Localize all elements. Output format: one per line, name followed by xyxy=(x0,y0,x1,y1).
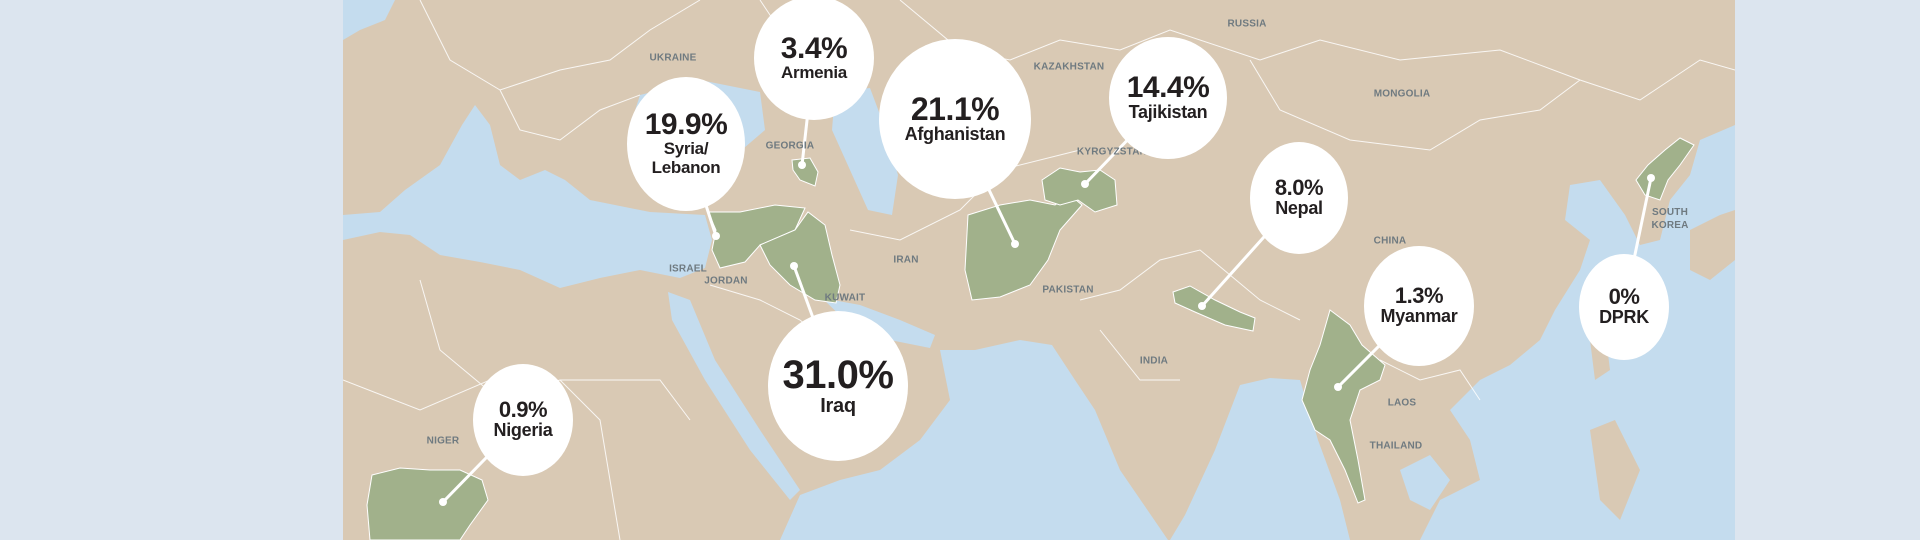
callout-bubble-afghanistan: 21.1% Afghanistan xyxy=(879,39,1031,199)
map-shapes xyxy=(343,0,1735,540)
callout-value: 3.4% xyxy=(780,31,848,65)
callout-country: Tajikistan xyxy=(1128,102,1208,123)
country-iraq xyxy=(759,211,841,304)
country-label-ukraine: UKRAINE xyxy=(649,52,697,64)
anchor-dot-syria-lebanon xyxy=(712,232,720,240)
callout-value: 0.9% xyxy=(498,397,548,423)
callout-value: 31.0% xyxy=(782,353,894,397)
callout-value: 0% xyxy=(1608,284,1640,310)
country-label-iran: IRAN xyxy=(893,254,919,266)
mediterranean-sea xyxy=(343,105,712,288)
country-label-china: CHINA xyxy=(1373,235,1407,247)
country-label-kyrgyzstan: KYRGYZSTAN xyxy=(1076,146,1148,158)
country-afghanistan xyxy=(964,194,1083,301)
pacific-ocean xyxy=(1420,125,1735,540)
callout-bubble-dprk: 0% DPRK xyxy=(1579,254,1669,360)
callout-bubble-nepal: 8.0% Nepal xyxy=(1250,142,1348,254)
country-label-india: INDIA xyxy=(1139,355,1169,367)
callout-bubble-myanmar: 1.3% Myanmar xyxy=(1364,246,1474,366)
callout-country: Iraq xyxy=(820,395,856,417)
country-armenia xyxy=(791,157,819,187)
callout-country: Afghanistan xyxy=(904,124,1006,145)
country-label-jordan: JORDAN xyxy=(704,275,748,287)
country-tajikistan xyxy=(1041,167,1118,213)
north-sea xyxy=(343,0,395,40)
persian-gulf xyxy=(822,298,935,348)
anchor-dot-afghanistan xyxy=(1011,240,1019,248)
bay-of-bengal xyxy=(1170,378,1350,540)
callout-country: Syria/Lebanon xyxy=(651,139,721,177)
callout-country: DPRK xyxy=(1599,307,1649,328)
country-label-south-korea: SOUTH KOREA xyxy=(1651,207,1689,231)
country-label-kazakhstan: KAZAKHSTAN xyxy=(1033,61,1105,73)
anchor-dot-myanmar xyxy=(1334,383,1342,391)
country-label-niger: NIGER xyxy=(426,435,460,447)
callout-country: Armenia xyxy=(781,62,847,82)
anchor-dot-tajikistan xyxy=(1081,180,1089,188)
country-label-kuwait: KUWAIT xyxy=(824,292,866,304)
callout-bubble-armenia: 3.4% Armenia xyxy=(754,0,874,120)
callout-bubble-iraq: 31.0% Iraq xyxy=(768,311,908,461)
callout-country: Nigeria xyxy=(493,420,553,441)
country-label-pakistan: PAKISTAN xyxy=(1042,284,1094,296)
callout-value: 1.3% xyxy=(1394,283,1444,309)
callout-country: Nepal xyxy=(1275,198,1323,219)
water-bodies xyxy=(343,0,1735,540)
anchor-dot-nigeria xyxy=(439,498,447,506)
country-label-mongolia: MONGOLIA xyxy=(1373,88,1431,100)
callout-bubble-nigeria: 0.9% Nigeria xyxy=(473,364,573,476)
country-label-laos: LAOS xyxy=(1387,397,1417,409)
anchor-dot-nepal xyxy=(1198,302,1206,310)
anchor-dot-dprk xyxy=(1647,174,1655,182)
anchor-dot-armenia xyxy=(798,161,806,169)
country-nepal xyxy=(1172,285,1256,332)
country-label-thailand: THAILAND xyxy=(1369,440,1423,452)
country-myanmar xyxy=(1301,309,1386,504)
country-label-israel: ISRAEL xyxy=(669,263,707,275)
country-label-georgia: GEORGIA xyxy=(765,140,815,152)
gulf-of-thailand xyxy=(1400,455,1450,510)
red-sea xyxy=(668,292,800,500)
country-label-russia: RUSSIA xyxy=(1227,18,1267,30)
callout-bubble-syria-lebanon: 19.9% Syria/Lebanon xyxy=(627,77,745,211)
arabian-sea xyxy=(780,340,1168,540)
callout-bubble-tajikistan: 14.4% Tajikistan xyxy=(1109,37,1227,159)
callout-value: 8.0% xyxy=(1274,175,1324,201)
callout-value: 14.4% xyxy=(1126,71,1210,105)
country-nigeria xyxy=(366,467,489,540)
callout-value: 19.9% xyxy=(644,108,728,142)
callout-country: Myanmar xyxy=(1380,306,1458,327)
callout-value: 21.1% xyxy=(910,91,1000,128)
map xyxy=(343,0,1735,540)
anchor-dot-iraq xyxy=(790,262,798,270)
